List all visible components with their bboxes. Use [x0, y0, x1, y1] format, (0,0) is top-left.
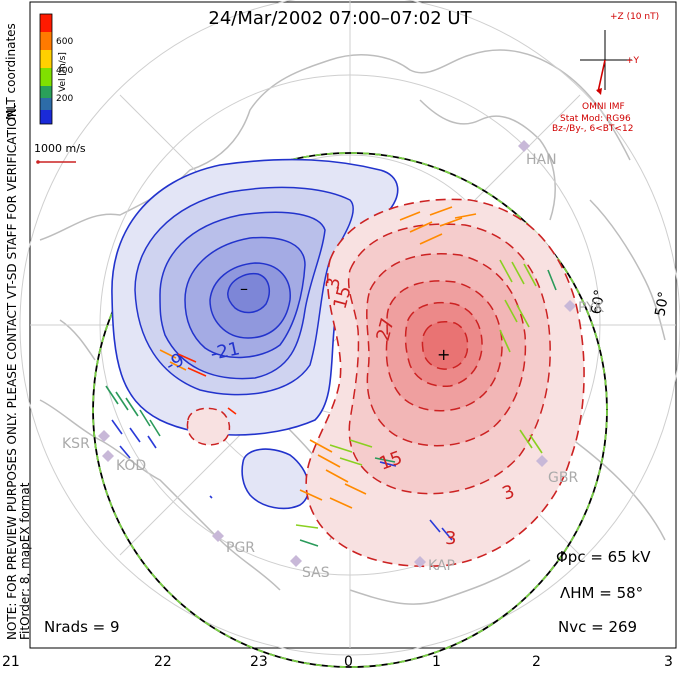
hm-boundary-dashes: [92, 152, 608, 668]
stat-phi-pc: Φpc = 65 kV: [556, 548, 651, 566]
imf-clock: [580, 30, 632, 95]
station-label-kap: KAP: [428, 558, 455, 574]
mlt-tick-0: 0: [344, 654, 353, 670]
max-marker: +: [437, 345, 450, 364]
coordinate-label: MLT coordinates: [4, 23, 18, 120]
preview-note: NOTE: FOR PREVIEW PURPOSES ONLY. PLEASE …: [5, 104, 32, 640]
station-label-pgr: PGR: [226, 540, 256, 556]
vector-scale-label: 1000 m/s: [34, 142, 86, 155]
imf-model: Stat Mod: RG96: [560, 114, 631, 124]
imf-by-label: +Y: [626, 56, 640, 66]
stat-n-vc: Nvc = 269: [558, 618, 638, 636]
station-label-kod: KOD: [116, 458, 147, 474]
colorbar-tick-400: 400: [56, 66, 74, 76]
velocity-vectors: [105, 206, 557, 547]
mlt-tick-21: 21: [2, 654, 20, 670]
min-marker: –: [240, 279, 248, 298]
mlt-tick-3: 3: [664, 654, 673, 670]
station-label-sas: SAS: [302, 565, 330, 581]
stat-lambda-hm: ΛHM = 58°: [560, 584, 644, 602]
imf-bz-label: +Z (10 nT): [610, 12, 660, 22]
colorbar-tick-600: 600: [56, 37, 74, 47]
mlt-tick-22: 22: [154, 654, 172, 670]
stat-n-rads: Nrads = 9: [44, 618, 120, 636]
svg-text:3: 3: [445, 528, 456, 549]
mlt-tick-1: 1: [432, 654, 441, 670]
mlt-tick-2: 2: [532, 654, 541, 670]
colorbar: [39, 13, 53, 125]
fit-order-text: FitOrder: 8, mapEX format: [18, 482, 32, 640]
station-markers: [98, 140, 576, 568]
colorbar-tick-200: 200: [56, 94, 74, 104]
imf-params: Bz-/By-, 6<BT<12: [552, 124, 634, 134]
svg-text:3: 3: [322, 276, 345, 291]
vector-scale-dot: [36, 160, 40, 164]
station-label-han: HAN: [526, 152, 557, 168]
station-label-gbr: GBR: [548, 470, 579, 486]
station-label-ksr: KSR: [62, 436, 90, 452]
imf-source: OMNI IMF: [582, 102, 625, 112]
page-title: 24/Mar/2002 07:00–07:02 UT: [208, 8, 472, 29]
mlt-tick-23: 23: [250, 654, 268, 670]
station-label-pyk: PYK: [578, 300, 604, 316]
positive-cell: [186, 198, 585, 568]
negative-cell: [111, 158, 399, 510]
